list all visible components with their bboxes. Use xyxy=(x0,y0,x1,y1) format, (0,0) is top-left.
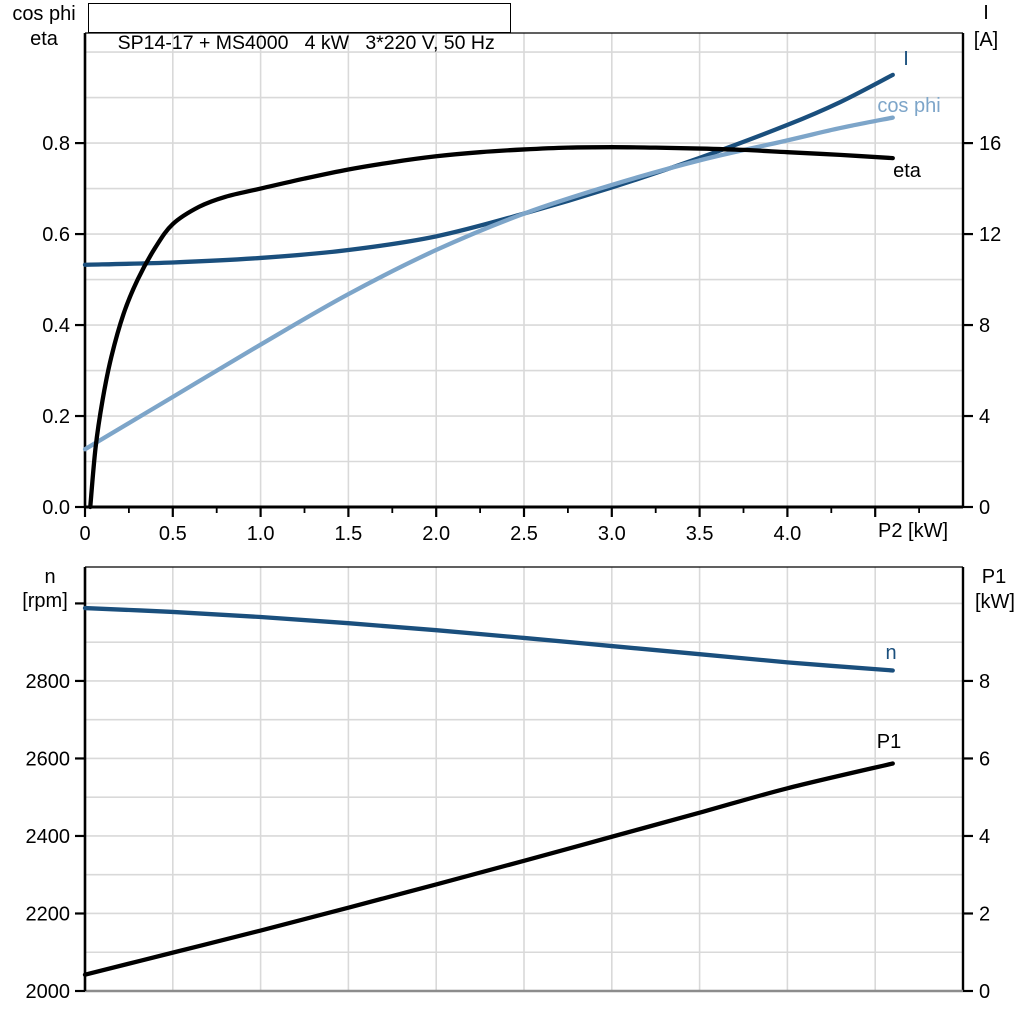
x-tick-label: 1.0 xyxy=(247,523,275,545)
right-tick-label: 8 xyxy=(979,315,990,337)
left-tick-label: 0.8 xyxy=(42,133,70,155)
right-tick-label: 0 xyxy=(979,497,990,519)
curve-label-I: I xyxy=(903,48,909,70)
right-tick-label: 12 xyxy=(979,224,1001,246)
x-tick-label: 1.5 xyxy=(334,523,362,545)
x-tick-label: 2.0 xyxy=(422,523,450,545)
left-tick-label: 2600 xyxy=(26,748,71,770)
x-tick-label: 4.0 xyxy=(773,523,801,545)
curve-label-P1: P1 xyxy=(876,731,902,753)
left-tick-label: 2000 xyxy=(26,981,71,1003)
bottom-left-axis-title-n: n xyxy=(44,566,56,588)
left-tick-label: 2800 xyxy=(26,671,71,693)
right-tick-label: 0 xyxy=(979,981,990,1003)
x-tick-label: 0 xyxy=(79,523,90,545)
top-left-axis-title-cos-phi: cos phi xyxy=(12,3,76,25)
curve-label-n: n xyxy=(885,642,897,664)
left-tick-label: 0.6 xyxy=(42,224,70,246)
curve-cos-phi xyxy=(82,115,895,452)
bottom-left-axis-title-rpm: [rpm] xyxy=(22,590,68,612)
x-axis-label-p2-kw: P2 [kW] xyxy=(877,520,949,542)
chart-title-box: SP14-17 + MS4000 4 kW 3*220 V, 50 Hz xyxy=(88,3,511,54)
curve-label-eta: eta xyxy=(893,160,921,182)
bottom-right-axis-title-kw: [kW] xyxy=(975,591,1015,613)
left-tick-label: 0.0 xyxy=(42,497,70,519)
top-right-axis-title-I: I xyxy=(983,2,989,24)
x-tick-label: 0.5 xyxy=(159,523,187,545)
right-tick-label: 4 xyxy=(979,826,990,848)
curve-P1 xyxy=(82,761,895,977)
x-tick-label: 3.0 xyxy=(598,523,626,545)
right-tick-label: 16 xyxy=(979,133,1001,155)
right-tick-label: 4 xyxy=(979,406,990,428)
left-tick-label: 2200 xyxy=(26,903,71,925)
curve-I xyxy=(82,72,895,267)
top-left-axis-title-eta: eta xyxy=(30,28,58,50)
right-tick-label: 6 xyxy=(979,748,990,770)
left-tick-label: 0.4 xyxy=(42,315,70,337)
curve-label-cos-phi: cos phi xyxy=(877,95,941,117)
x-tick-label: 3.5 xyxy=(686,523,714,545)
top-right-axis-title-amps: [A] xyxy=(973,29,999,51)
bottom-right-axis-title-p1: P1 xyxy=(981,566,1007,588)
curve-eta xyxy=(88,145,895,510)
right-tick-label: 8 xyxy=(979,671,990,693)
chart-title: SP14-17 + MS4000 4 kW 3*220 V, 50 Hz xyxy=(117,32,495,54)
x-tick-label: 2.5 xyxy=(510,523,538,545)
right-tick-label: 2 xyxy=(979,903,990,925)
left-tick-label: 2400 xyxy=(26,826,71,848)
curve-n xyxy=(82,605,895,673)
left-tick-label: 0.2 xyxy=(42,406,70,428)
